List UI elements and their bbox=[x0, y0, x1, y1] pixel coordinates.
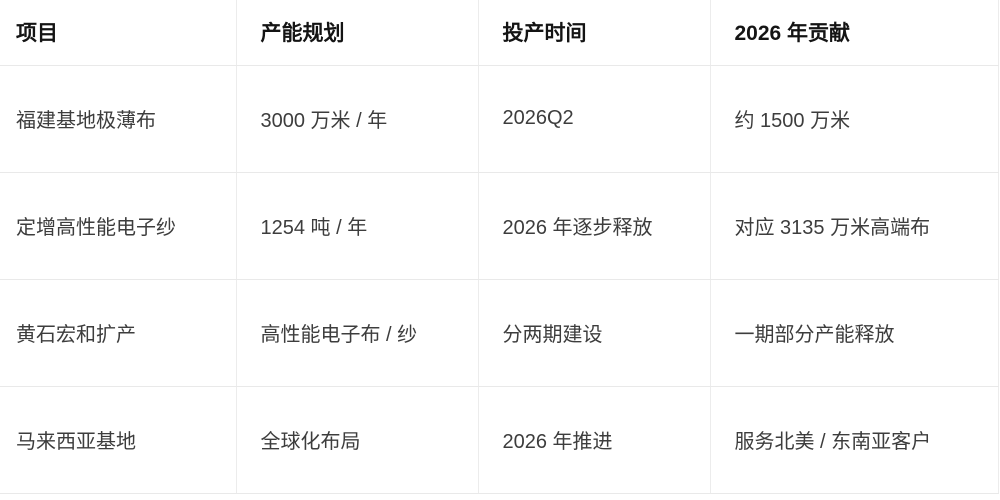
column-header-contribution: 2026 年贡献 bbox=[710, 0, 999, 66]
cell-timing: 分两期建设 bbox=[478, 279, 711, 387]
cell-capacity: 全球化布局 bbox=[236, 386, 479, 494]
column-header-timing: 投产时间 bbox=[478, 0, 711, 66]
cell-capacity: 高性能电子布 / 纱 bbox=[236, 279, 479, 387]
cell-timing: 2026 年推进 bbox=[478, 386, 711, 494]
table-row: 福建基地极薄布 3000 万米 / 年 2026Q2 约 1500 万米 bbox=[0, 65, 999, 173]
cell-timing: 2026Q2 bbox=[478, 65, 711, 173]
cell-capacity: 1254 吨 / 年 bbox=[236, 172, 479, 280]
cell-contribution: 服务北美 / 东南亚客户 bbox=[710, 386, 999, 494]
cell-project: 马来西亚基地 bbox=[0, 386, 237, 494]
table-header: 项目 产能规划 投产时间 2026 年贡献 bbox=[0, 0, 999, 66]
cell-project: 定增高性能电子纱 bbox=[0, 172, 237, 280]
header-row: 项目 产能规划 投产时间 2026 年贡献 bbox=[0, 0, 999, 66]
cell-timing: 2026 年逐步释放 bbox=[478, 172, 711, 280]
cell-project: 福建基地极薄布 bbox=[0, 65, 237, 173]
cell-contribution: 对应 3135 万米高端布 bbox=[710, 172, 999, 280]
cell-contribution: 一期部分产能释放 bbox=[710, 279, 999, 387]
cell-capacity: 3000 万米 / 年 bbox=[236, 65, 479, 173]
column-header-capacity: 产能规划 bbox=[236, 0, 479, 66]
table-row: 马来西亚基地 全球化布局 2026 年推进 服务北美 / 东南亚客户 bbox=[0, 386, 999, 494]
table-row: 定增高性能电子纱 1254 吨 / 年 2026 年逐步释放 对应 3135 万… bbox=[0, 172, 999, 280]
cell-contribution: 约 1500 万米 bbox=[710, 65, 999, 173]
column-header-project: 项目 bbox=[0, 0, 237, 66]
table-row: 黄石宏和扩产 高性能电子布 / 纱 分两期建设 一期部分产能释放 bbox=[0, 279, 999, 387]
cell-project: 黄石宏和扩产 bbox=[0, 279, 237, 387]
table-body: 福建基地极薄布 3000 万米 / 年 2026Q2 约 1500 万米 定增高… bbox=[0, 65, 999, 494]
